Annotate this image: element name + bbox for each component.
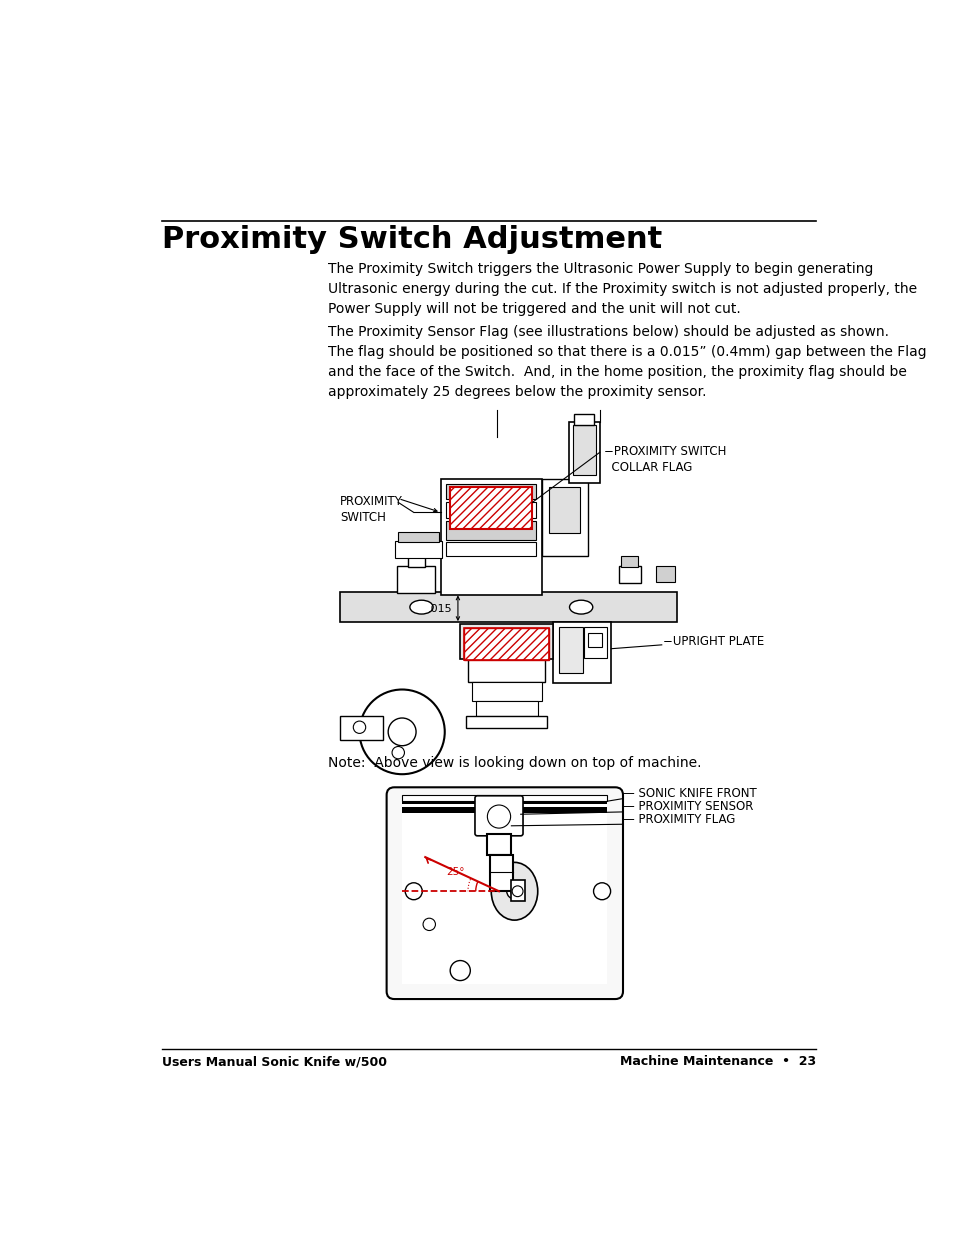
Bar xyxy=(620,556,637,567)
Bar xyxy=(446,542,536,556)
Circle shape xyxy=(593,883,610,900)
Bar xyxy=(558,627,582,673)
Bar xyxy=(397,531,438,542)
Text: −UPRIGHT PLATE: −UPRIGHT PLATE xyxy=(662,635,763,647)
Text: −PROXIMITY SWITCH
  COLLAR FLAG: −PROXIMITY SWITCH COLLAR FLAG xyxy=(603,445,725,474)
Bar xyxy=(396,567,435,593)
Bar xyxy=(340,716,382,740)
Bar xyxy=(402,803,607,983)
FancyBboxPatch shape xyxy=(386,787,622,999)
Bar xyxy=(340,593,677,621)
Bar xyxy=(587,634,601,647)
Text: 25°: 25° xyxy=(446,867,464,877)
Circle shape xyxy=(353,721,365,734)
Bar xyxy=(541,479,587,556)
Text: Proximity Switch Adjustment: Proximity Switch Adjustment xyxy=(162,225,661,254)
Bar xyxy=(655,567,674,582)
Bar xyxy=(464,627,549,661)
Circle shape xyxy=(359,689,444,774)
Text: — PROXIMITY FLAG: — PROXIMITY FLAG xyxy=(622,813,735,826)
Text: — SONIC KNIFE FRONT: — SONIC KNIFE FRONT xyxy=(622,787,756,800)
Circle shape xyxy=(422,918,435,930)
Bar xyxy=(459,624,553,658)
Circle shape xyxy=(487,805,510,829)
Bar xyxy=(446,503,536,517)
Bar xyxy=(450,487,532,530)
Text: — PROXIMITY SENSOR: — PROXIMITY SENSOR xyxy=(622,800,753,813)
Circle shape xyxy=(510,888,517,895)
Text: Users Manual Sonic Knife w/500: Users Manual Sonic Knife w/500 xyxy=(162,1055,387,1068)
Circle shape xyxy=(392,746,404,758)
Bar xyxy=(466,716,546,727)
Text: Note:  Above view is looking down on top of machine.: Note: Above view is looking down on top … xyxy=(328,757,701,771)
Ellipse shape xyxy=(491,862,537,920)
Circle shape xyxy=(450,961,470,981)
Bar xyxy=(489,855,513,892)
Bar xyxy=(446,521,536,540)
Bar xyxy=(450,487,532,530)
Bar xyxy=(464,627,549,661)
Bar xyxy=(568,421,599,483)
Text: Machine Maintenance  •  23: Machine Maintenance • 23 xyxy=(619,1055,815,1068)
FancyBboxPatch shape xyxy=(475,795,522,836)
Bar xyxy=(511,879,525,902)
Circle shape xyxy=(388,718,416,746)
Text: PROXIMITY
SWITCH: PROXIMITY SWITCH xyxy=(340,495,402,524)
Circle shape xyxy=(512,885,522,897)
Circle shape xyxy=(506,883,521,899)
Bar xyxy=(476,701,537,716)
Ellipse shape xyxy=(569,600,592,614)
Bar xyxy=(395,541,441,558)
Text: .015: .015 xyxy=(428,604,452,614)
Text: The Proximity Sensor Flag (see illustrations below) should be adjusted as shown.: The Proximity Sensor Flag (see illustrat… xyxy=(328,325,926,399)
Bar xyxy=(583,627,607,658)
Circle shape xyxy=(405,883,422,900)
Ellipse shape xyxy=(410,600,433,614)
Bar xyxy=(402,806,607,813)
Bar xyxy=(486,834,511,855)
Bar xyxy=(549,487,579,534)
Bar xyxy=(402,800,607,804)
Bar xyxy=(440,479,541,595)
Bar xyxy=(553,621,611,683)
Bar xyxy=(468,658,545,682)
Bar xyxy=(446,484,536,499)
Text: The Proximity Switch triggers the Ultrasonic Power Supply to begin generating
Ul: The Proximity Switch triggers the Ultras… xyxy=(328,262,917,316)
Bar xyxy=(574,414,594,425)
Bar xyxy=(472,682,541,701)
Bar xyxy=(407,548,424,567)
Bar xyxy=(572,425,596,475)
Bar xyxy=(618,567,640,583)
Bar xyxy=(402,795,607,802)
